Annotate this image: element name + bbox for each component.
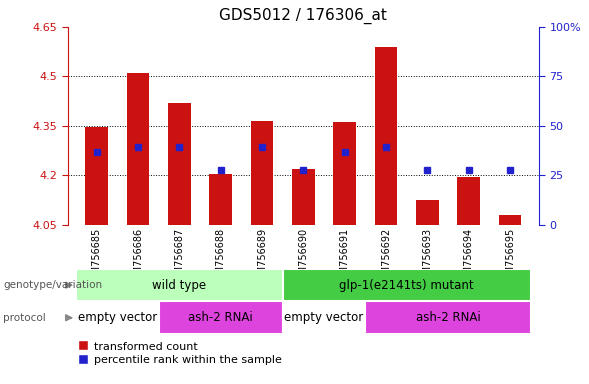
Bar xyxy=(416,200,439,225)
Text: ash-2 RNAi: ash-2 RNAi xyxy=(416,311,481,324)
Bar xyxy=(76,269,283,301)
Text: GSM756691: GSM756691 xyxy=(340,228,350,287)
Text: GSM756690: GSM756690 xyxy=(299,228,308,287)
Text: empty vector: empty vector xyxy=(78,311,157,324)
Bar xyxy=(127,73,150,225)
Text: protocol: protocol xyxy=(3,313,46,323)
Bar xyxy=(292,169,315,225)
Text: glp-1(e2141ts) mutant: glp-1(e2141ts) mutant xyxy=(339,279,474,291)
Text: GSM756687: GSM756687 xyxy=(174,228,184,287)
Bar xyxy=(76,301,158,334)
Bar xyxy=(85,127,108,225)
Legend: transformed count, percentile rank within the sample: transformed count, percentile rank withi… xyxy=(73,337,287,370)
Text: GSM756694: GSM756694 xyxy=(464,228,474,287)
Bar xyxy=(333,122,356,225)
Text: GSM756688: GSM756688 xyxy=(216,228,226,287)
Bar xyxy=(168,103,191,225)
Text: empty vector: empty vector xyxy=(284,311,363,324)
Text: ash-2 RNAi: ash-2 RNAi xyxy=(188,311,253,324)
Bar xyxy=(251,121,273,225)
Text: GSM756686: GSM756686 xyxy=(133,228,143,287)
Bar xyxy=(283,269,531,301)
Bar xyxy=(499,215,521,225)
Bar xyxy=(375,47,398,225)
Bar xyxy=(365,301,531,334)
Bar xyxy=(158,301,283,334)
Title: GDS5012 / 176306_at: GDS5012 / 176306_at xyxy=(219,8,388,24)
Bar xyxy=(283,301,365,334)
Text: wild type: wild type xyxy=(153,279,206,291)
Text: GSM756693: GSM756693 xyxy=(422,228,432,287)
Text: GSM756689: GSM756689 xyxy=(257,228,267,287)
Text: GSM756685: GSM756685 xyxy=(92,228,102,287)
Text: genotype/variation: genotype/variation xyxy=(3,280,102,290)
Text: GSM756692: GSM756692 xyxy=(381,228,391,287)
Bar xyxy=(209,174,232,225)
Bar xyxy=(457,177,480,225)
Text: GSM756695: GSM756695 xyxy=(505,228,515,287)
